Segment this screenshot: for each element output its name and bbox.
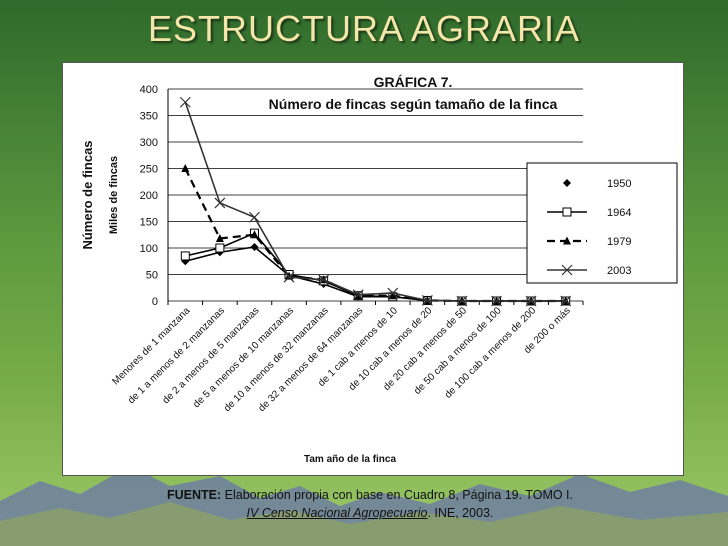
source-label: FUENTE: bbox=[166, 488, 222, 502]
data-point-2003 bbox=[283, 271, 295, 283]
series-line-1950 bbox=[185, 246, 566, 302]
legend-label-2003: 2003 bbox=[607, 265, 631, 277]
y-tick-label: 400 bbox=[140, 84, 158, 96]
data-point-2003 bbox=[525, 295, 537, 307]
chart-subtitle: Número de fincas según tamaño de la finc… bbox=[269, 96, 558, 112]
x-axis-label: Tam año de la finca bbox=[304, 454, 396, 465]
y-axis-units-label: Miles de fincas bbox=[108, 156, 120, 234]
legend-label-1964: 1964 bbox=[607, 207, 631, 219]
legend bbox=[526, 162, 678, 284]
y-tick-label: 50 bbox=[146, 270, 158, 282]
y-axis-label: Número de fincas bbox=[80, 140, 95, 249]
data-point-2003 bbox=[387, 287, 399, 299]
chart-panel: 0 50 100 150 200 250 300 350 400 Menores de 1 man… bbox=[62, 62, 684, 476]
source-note: FUENTE: Elaboración propia con base en C… bbox=[100, 486, 640, 522]
legend-marker-1964 bbox=[562, 207, 572, 217]
data-point-2003 bbox=[456, 295, 468, 307]
chart-title: GRÁFICA 7. bbox=[374, 74, 453, 90]
data-point-2003 bbox=[214, 197, 226, 209]
data-point-1964 bbox=[215, 243, 225, 253]
data-point-2003 bbox=[352, 289, 364, 301]
legend-marker-2003 bbox=[561, 264, 573, 276]
y-tick-label: 300 bbox=[140, 137, 158, 149]
data-point-1950 bbox=[250, 242, 259, 251]
y-tick-label: 100 bbox=[140, 243, 158, 255]
series-line-2003 bbox=[184, 101, 566, 302]
data-point-1979 bbox=[388, 291, 397, 300]
data-point-2003 bbox=[249, 211, 260, 223]
data-point-1979 bbox=[250, 230, 259, 239]
y-tick-label: 150 bbox=[140, 217, 158, 229]
data-point-1979 bbox=[181, 164, 190, 172]
source-reference: IV Censo Nacional Agropecuario bbox=[246, 506, 428, 520]
legend-marker-1950 bbox=[563, 179, 571, 187]
y-tick-label: 350 bbox=[140, 111, 158, 123]
data-point-2003 bbox=[179, 96, 191, 108]
y-tick-label: 250 bbox=[140, 164, 158, 176]
y-tick-label: 0 bbox=[152, 296, 158, 308]
legend-label-1950: 1950 bbox=[607, 178, 631, 190]
slide-title: ESTRUCTURA AGRARIA bbox=[147, 8, 581, 49]
data-point-1964 bbox=[180, 251, 190, 261]
legend-label-1979: 1979 bbox=[607, 236, 631, 248]
source-text: Elaboración propia con base en Cuadro 8,… bbox=[224, 488, 574, 502]
series-line-1964 bbox=[185, 232, 566, 302]
data-point-1979 bbox=[215, 233, 224, 242]
data-point-2003 bbox=[560, 295, 572, 307]
data-point-2003 bbox=[491, 295, 502, 307]
series-line-1979 bbox=[184, 168, 566, 303]
mountain-background bbox=[0, 466, 728, 546]
y-tick-label: 200 bbox=[140, 190, 158, 202]
data-point-2003 bbox=[318, 274, 330, 286]
source-text-end: . INE, 2003. bbox=[427, 506, 494, 520]
legend-marker-1979 bbox=[563, 236, 571, 245]
data-point-2003 bbox=[421, 295, 433, 306]
